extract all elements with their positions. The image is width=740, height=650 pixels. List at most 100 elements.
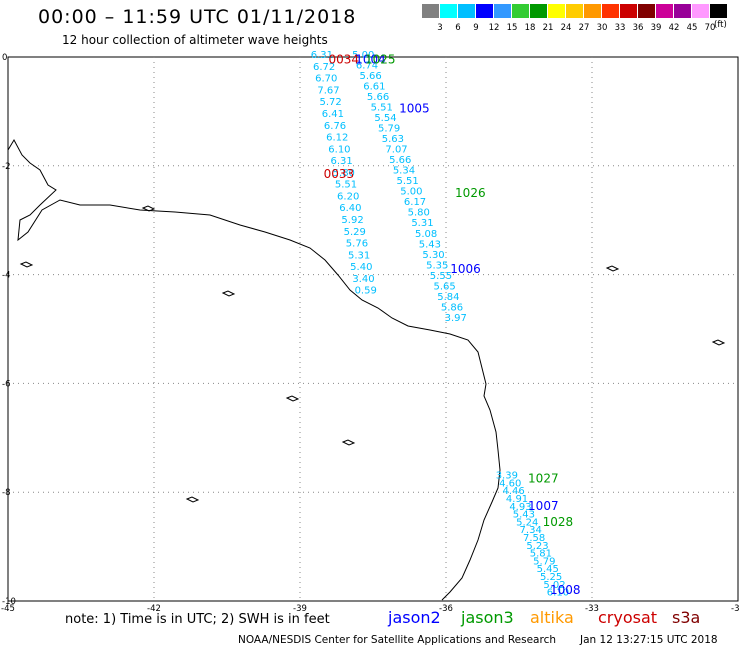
swh-value: 5.66 [367,92,389,103]
swh-value: 6.20 [337,191,359,202]
credit-text: NOAA/NESDIS Center for Satellite Applica… [238,634,556,646]
swh-value: 5.76 [346,239,368,250]
swh-value: 6.72 [313,62,335,73]
swh-value: 6.17 [404,197,426,208]
legend-cryosat: cryosat [598,608,658,627]
map-frame [7,56,739,602]
pass-label: 1004 [355,53,386,67]
scale-swatch [674,4,692,18]
scale-swatch [602,4,620,18]
swh-value: 5.86 [441,302,463,313]
swh-value: 4.91 [506,494,528,505]
swh-value: 3.40 [352,274,374,285]
swh-value: 4.93 [509,502,531,513]
scale-swatch [476,4,494,18]
swh-value: 0.59 [355,286,377,297]
island [19,261,34,268]
note-text: note: 1) Time is in UTC; 2) SWH is in fe… [65,612,330,627]
scale-label: 39 [650,23,662,33]
swh-value: 6.40 [339,203,361,214]
scale-label: 12 [488,23,500,33]
scale-swatch [584,4,602,18]
island [141,205,156,212]
swh-value: 5.80 [408,208,430,219]
scale-swatch [656,4,674,18]
y-tick-label: -4 [2,271,10,281]
scale-swatch [530,4,548,18]
swh-value: 6.10 [328,144,350,155]
scale-swatch [566,4,584,18]
island [605,265,620,272]
scale-label: 70 [704,23,716,33]
swh-value: 5.43 [513,510,535,521]
swh-value: 6.10 [547,588,569,599]
swh-value: 5.24 [516,517,538,528]
pass-label: 1027 [528,472,559,486]
scale-swatch [692,4,710,18]
pass-label: 1005 [399,102,430,116]
island [285,395,300,402]
pass-label: 1025 [365,53,396,67]
swh-value: 5.02 [543,580,565,591]
legend-jason3: jason3 [461,608,514,627]
swh-value: 5.00 [400,187,422,198]
scale-label: 3 [437,23,443,33]
swh-value: 4.46 [503,486,525,497]
page-subtitle: 12 hour collection of altimeter wave hei… [62,33,328,47]
scale-label: 45 [686,23,698,33]
scale-label: 27 [578,23,590,33]
swh-value: 5.51 [371,103,393,114]
swh-value: 5.80 [333,168,355,179]
scale-label: 30 [596,23,608,33]
swh-value: 6.74 [356,61,378,72]
swh-value: 5.92 [341,215,363,226]
swh-value: 5.30 [422,250,444,261]
swh-value: 3.39 [496,471,518,482]
swh-value: 5.72 [320,97,342,108]
y-tick-label: -2 [2,162,10,172]
island [341,439,356,446]
scale-swatch [710,4,728,18]
swh-value: 5.08 [415,229,437,240]
scale-label: 21 [542,23,554,33]
swh-value: 5.45 [537,564,559,575]
swh-value: 5.84 [437,292,459,303]
scale-unit: (ft) [714,20,727,30]
swh-value: 7.67 [317,85,339,96]
swh-value: 6.31 [330,156,352,167]
swh-value: 5.66 [389,155,411,166]
swh-color-scale [422,4,728,18]
y-tick-label: 0 [2,53,7,63]
swh-value: 6.76 [324,121,346,132]
island [711,339,726,346]
pass-label: 1028 [543,515,574,529]
swh-value: 6.61 [363,82,385,93]
swh-value: 5.25 [540,572,562,583]
scale-swatch [638,4,656,18]
scale-swatch [512,4,530,18]
swh-value: 5.63 [382,134,404,145]
swh-value: 6.12 [326,133,348,144]
swh-value: 5.79 [378,124,400,135]
pass-label: 1026 [455,186,486,200]
swh-value: 5.54 [374,113,396,124]
swh-value: 5.40 [350,262,372,273]
swh-value: 5.79 [533,556,555,567]
scale-label: 24 [560,23,572,33]
legend-s3a: s3a [672,608,701,627]
swh-value: 7.34 [520,525,542,536]
island [221,290,236,297]
swh-value: 6.70 [315,74,337,85]
swh-value: 5.66 [360,71,382,82]
swh-value: 5.23 [526,541,548,552]
scale-label: 33 [614,23,626,33]
swh-value: 6.41 [322,109,344,120]
x-tick-label: -39 [293,604,307,614]
swh-value: 5.65 [434,281,456,292]
legend-altika: altika [530,608,574,627]
swh-value: 7.07 [385,145,407,156]
y-tick-label: -6 [2,379,10,389]
swh-value: 5.31 [348,250,370,261]
pass-label: 1006 [450,262,481,276]
scale-swatch [548,4,566,18]
